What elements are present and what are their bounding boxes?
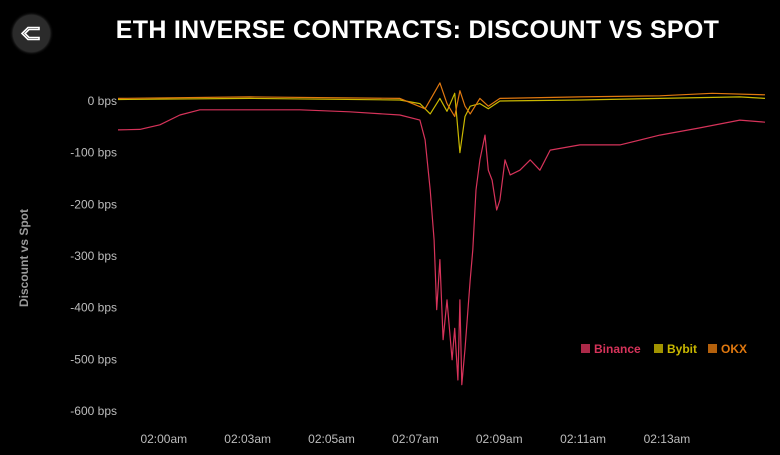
x-tick-label: 02:09am: [476, 432, 523, 446]
y-tick-label: 0 bps: [88, 94, 117, 108]
y-tick-label: -500 bps: [70, 352, 117, 366]
y-tick-label: -400 bps: [70, 301, 117, 315]
x-tick-label: 02:07am: [392, 432, 439, 446]
y-tick-label: -600 bps: [70, 404, 117, 418]
legend-swatch: [654, 344, 663, 353]
series-line-bybit: [117, 92, 766, 154]
legend-item-bybit[interactable]: Bybit: [654, 342, 697, 356]
series-line-binance: [117, 109, 766, 386]
sigma-diamond-icon: [20, 26, 40, 41]
x-tick-label: 02:05am: [308, 432, 355, 446]
logo: [13, 15, 50, 52]
legend-label: OKX: [721, 342, 747, 356]
y-tick-label: -100 bps: [70, 146, 117, 160]
x-tick-label: 02:11am: [560, 432, 606, 446]
legend-swatch: [581, 344, 590, 353]
legend-item-okx[interactable]: OKX: [708, 342, 747, 356]
legend-item-binance[interactable]: Binance: [581, 342, 641, 356]
series-line-okx: [117, 82, 766, 118]
chart-title: ETH INVERSE CONTRACTS: DISCOUNT VS SPOT: [115, 16, 720, 44]
y-tick-label: -300 bps: [70, 249, 117, 263]
x-tick-label: 02:03am: [224, 432, 271, 446]
legend-swatch: [708, 344, 717, 353]
y-tick-label: -200 bps: [70, 197, 117, 211]
legend-label: Bybit: [667, 342, 697, 356]
x-tick-label: 02:00am: [140, 432, 187, 446]
x-tick-label: 02:13am: [644, 432, 691, 446]
legend-label: Binance: [594, 342, 641, 356]
y-axis-label: Discount vs Spot: [17, 209, 31, 307]
